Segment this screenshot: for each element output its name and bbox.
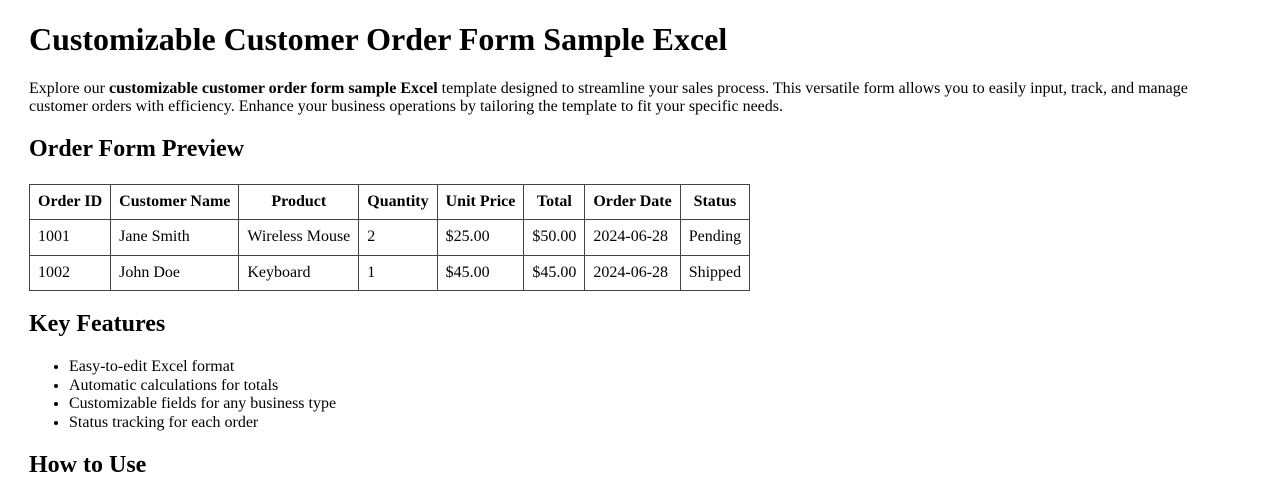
column-header-unit-price: Unit Price [436,183,525,221]
list-item: Easy-to-edit Excel format [69,358,1249,376]
table-cell-status: Shipped [679,254,751,292]
how-to-use-heading: How to Use [29,451,147,478]
column-header-total: Total [523,183,586,221]
column-header-customer-name: Customer Name [110,183,240,221]
intro-text-bold: customizable customer order form sample … [108,79,438,97]
table-cell-customer-name: Jane Smith [110,219,240,256]
key-features-list: Easy-to-edit Excel format Automatic calc… [29,358,1249,432]
column-header-order-date: Order Date [584,183,681,221]
table-cell-status: Pending [679,219,751,256]
table-cell-order-id: 1002 [28,254,112,292]
intro-paragraph: Explore our customizable customer order … [29,80,1249,117]
intro-text-post: template designed to streamline your sal… [29,79,1188,116]
table-row: 1001 Jane Smith Wireless Mouse 2 $25.00 … [28,219,751,256]
table-cell-quantity: 1 [358,254,438,292]
list-item: Customizable fields for any business typ… [69,395,1249,413]
column-header-status: Status [679,183,751,221]
intro-text-pre: Explore our [29,79,109,97]
table-cell-unit-price: $45.00 [436,254,525,292]
table-cell-total: $50.00 [523,219,586,256]
list-item: Automatic calculations for totals [69,377,1249,395]
table-cell-unit-price: $25.00 [436,219,525,256]
column-header-quantity: Quantity [358,183,438,221]
table-header-row: Order ID Customer Name Product Quantity … [28,183,751,221]
table-cell-product: Wireless Mouse [238,219,360,256]
table-cell-order-date: 2024-06-28 [584,254,681,292]
table-cell-total: $45.00 [523,254,586,292]
table-cell-customer-name: John Doe [110,254,240,292]
order-table: Order ID Customer Name Product Quantity … [28,183,751,292]
table-row: 1002 John Doe Keyboard 1 $45.00 $45.00 2… [28,254,751,292]
order-form-preview-heading: Order Form Preview [29,136,245,163]
table-cell-order-date: 2024-06-28 [584,219,681,256]
list-item: Status tracking for each order [69,414,1249,432]
page-title: Customizable Customer Order Form Sample … [29,21,728,58]
key-features-heading: Key Features [29,310,166,337]
table-cell-order-id: 1001 [28,219,112,256]
column-header-order-id: Order ID [28,183,112,221]
column-header-product: Product [238,183,360,221]
table-cell-product: Keyboard [238,254,360,292]
table-cell-quantity: 2 [358,219,438,256]
